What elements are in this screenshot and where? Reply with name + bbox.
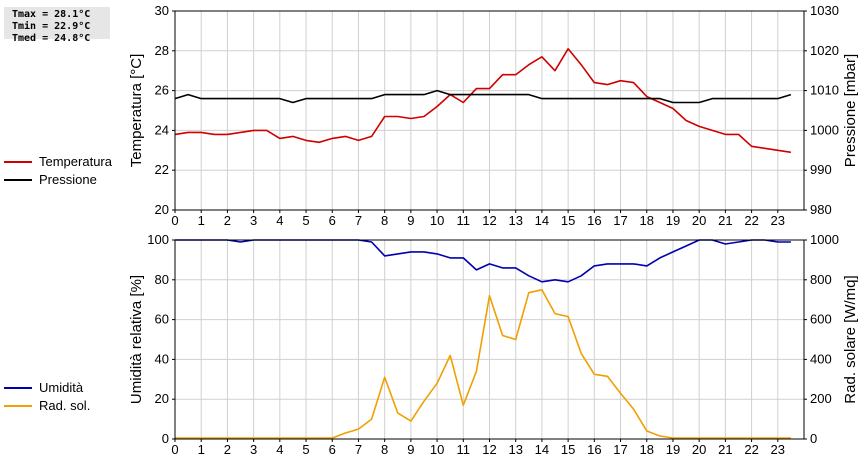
bottom-y-axis-label: Umidità relativa [%] bbox=[128, 275, 145, 404]
top-y-axis-label: Temperatura [°C] bbox=[128, 54, 145, 168]
top-y2-tick-label: 1000 bbox=[810, 122, 839, 137]
top-x-tick-label: 9 bbox=[407, 213, 414, 228]
bottom-x-tick-label: 15 bbox=[561, 442, 575, 457]
top-x-tick-label: 1 bbox=[198, 213, 205, 228]
bottom-x-tick-label: 17 bbox=[613, 442, 627, 457]
bottom-x-tick-label: 19 bbox=[666, 442, 680, 457]
top-x-tick-label: 4 bbox=[276, 213, 283, 228]
top-x-tick-label: 17 bbox=[613, 213, 627, 228]
bottom-x-tick-label: 4 bbox=[276, 442, 283, 457]
bottom-x-tick-label: 3 bbox=[250, 442, 257, 457]
bottom-y2-axis-label: Rad. solare [W/mq] bbox=[842, 275, 859, 403]
top-x-tick-label: 8 bbox=[381, 213, 388, 228]
top-y-tick-label: 24 bbox=[155, 122, 169, 137]
bottom-x-tick-label: 0 bbox=[171, 442, 178, 457]
top-series-temperatura-line bbox=[174, 47, 792, 154]
bottom-y-tick-label: 80 bbox=[155, 272, 169, 287]
top-x-tick-label: 22 bbox=[744, 213, 758, 228]
bottom-x-tick-label: 20 bbox=[692, 442, 706, 457]
top-series-pressione-line bbox=[174, 89, 792, 104]
bottom-x-tick-label: 14 bbox=[535, 442, 549, 457]
bottom-x-tick-label: 13 bbox=[508, 442, 522, 457]
top-x-tick-label: 6 bbox=[329, 213, 336, 228]
bottom-x-tick-label: 2 bbox=[224, 442, 231, 457]
top-x-tick-label: 19 bbox=[666, 213, 680, 228]
bottom-x-tick-label: 1 bbox=[198, 442, 205, 457]
bottom-x-tick-label: 5 bbox=[302, 442, 309, 457]
legend-label-pressione: Pressione bbox=[39, 172, 97, 187]
top-y-tick-label: 30 bbox=[155, 3, 169, 18]
bottom-x-tick-label: 21 bbox=[718, 442, 732, 457]
legend-swatch-radiazione bbox=[4, 405, 32, 407]
bottom-y-tick-label: 100 bbox=[147, 232, 169, 247]
bottom-y-tick-label: 60 bbox=[155, 312, 169, 327]
legend-swatch-temperatura bbox=[4, 161, 32, 163]
legend-label-umidita: Umidità bbox=[39, 380, 84, 395]
bottom-y2-tick-label: 800 bbox=[810, 272, 832, 287]
top-x-tick-label: 15 bbox=[561, 213, 575, 228]
top-y2-tick-label: 1030 bbox=[810, 3, 839, 18]
top-x-tick-label: 20 bbox=[692, 213, 706, 228]
tmax-text: Tmax = 28.1°C bbox=[12, 9, 91, 20]
temperature-stats-box: Tmax = 28.1°C Tmin = 22.9°C Tmed = 24.8°… bbox=[4, 7, 110, 44]
top-y2-axis-label: Pressione [mbar] bbox=[842, 54, 859, 167]
bottom-y2-tick-label: 600 bbox=[810, 312, 832, 327]
top-x-tick-label: 3 bbox=[250, 213, 257, 228]
top-y2-tick-label: 1020 bbox=[810, 43, 839, 58]
bottom-y2-tick-label: 0 bbox=[810, 431, 817, 446]
legend-label-temperatura: Temperatura bbox=[39, 154, 112, 169]
bottom-x-tick-label: 8 bbox=[381, 442, 388, 457]
top-x-tick-label: 12 bbox=[482, 213, 496, 228]
top-y-tick-label: 20 bbox=[155, 202, 169, 217]
bottom-x-tick-label: 23 bbox=[771, 442, 785, 457]
top-x-tick-label: 14 bbox=[535, 213, 549, 228]
top-x-tick-label: 11 bbox=[457, 213, 471, 228]
bottom-x-tick-label: 11 bbox=[457, 442, 471, 457]
legend-swatch-umidita bbox=[4, 387, 32, 389]
top-y2-tick-label: 990 bbox=[810, 162, 832, 177]
top-x-tick-label: 5 bbox=[302, 213, 309, 228]
bottom-x-tick-label: 18 bbox=[640, 442, 654, 457]
bottom-chart: 0 1 2 3 4 5 6 7 8 9 10 11 12 13 14 15 16 17 18 19 20 21 22 2302… bbox=[128, 232, 859, 457]
legend-label-radiazione: Rad. sol. bbox=[39, 398, 91, 413]
bottom-x-tick-label: 12 bbox=[482, 442, 496, 457]
top-x-tick-label: 10 bbox=[430, 213, 444, 228]
bottom-series-radiazione-line bbox=[175, 288, 791, 439]
bottom-x-tick-label: 22 bbox=[744, 442, 758, 457]
top-chart: 0 1 2 3 4 5 6 7 8 9 10 11 12 13 14 15 16 17 18 19 20 21 22 2320… bbox=[128, 3, 859, 228]
bottom-x-tick-label: 10 bbox=[430, 442, 444, 457]
bottom-x-tick-label: 9 bbox=[407, 442, 414, 457]
bottom-x-tick-label: 6 bbox=[329, 442, 336, 457]
bottom-y2-tick-label: 200 bbox=[810, 391, 832, 406]
legend-swatch-pressione bbox=[4, 179, 32, 181]
top-y2-tick-label: 1010 bbox=[810, 83, 839, 98]
top-y-tick-label: 22 bbox=[155, 162, 169, 177]
top-y-tick-label: 28 bbox=[155, 43, 169, 58]
bottom-y2-tick-label: 400 bbox=[810, 351, 832, 366]
top-x-tick-label: 21 bbox=[718, 213, 732, 228]
top-x-tick-label: 2 bbox=[224, 213, 231, 228]
bottom-x-tick-label: 16 bbox=[587, 442, 601, 457]
top-x-tick-label: 7 bbox=[355, 213, 362, 228]
top-x-tick-label: 13 bbox=[508, 213, 522, 228]
top-x-tick-label: 0 bbox=[171, 213, 178, 228]
top-y2-tick-label: 980 bbox=[810, 202, 832, 217]
bottom-y-tick-label: 20 bbox=[155, 391, 169, 406]
tmed-text: Tmed = 24.8°C bbox=[12, 33, 91, 44]
bottom-x-tick-label: 7 bbox=[355, 442, 362, 457]
bottom-y2-tick-label: 1000 bbox=[810, 232, 839, 247]
top-x-tick-label: 23 bbox=[771, 213, 785, 228]
top-x-tick-label: 18 bbox=[640, 213, 654, 228]
tmin-text: Tmin = 22.9°C bbox=[12, 21, 91, 32]
top-x-tick-label: 16 bbox=[587, 213, 601, 228]
bottom-y-tick-label: 40 bbox=[155, 351, 169, 366]
top-y-tick-label: 26 bbox=[155, 83, 169, 98]
bottom-y-tick-label: 0 bbox=[162, 431, 169, 446]
